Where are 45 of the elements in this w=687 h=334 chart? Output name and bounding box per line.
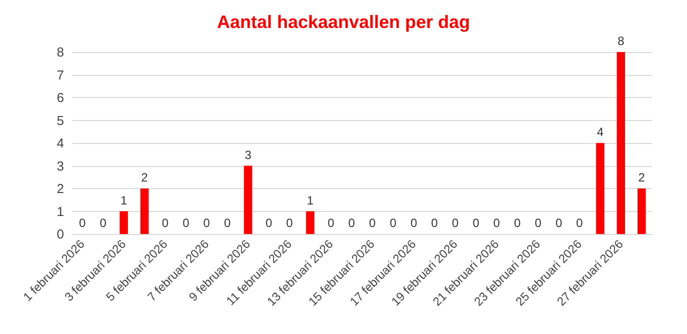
bar xyxy=(596,143,604,234)
bar xyxy=(616,52,626,234)
data-label: 0 xyxy=(452,216,459,230)
data-label: 0 xyxy=(162,216,169,230)
data-label: 0 xyxy=(79,216,86,230)
y-tick-label: 0 xyxy=(56,226,64,242)
y-tick-label: 1 xyxy=(56,204,64,219)
data-label: 0 xyxy=(348,216,356,230)
data-label: 0 xyxy=(265,216,272,230)
bar xyxy=(140,188,149,234)
data-label: 0 xyxy=(534,216,542,230)
y-tick-label: 7 xyxy=(56,67,64,82)
data-label: 0 xyxy=(182,216,190,230)
data-label: 0 xyxy=(286,216,294,230)
data-label: 0 xyxy=(410,216,418,230)
data-label: 0 xyxy=(369,216,376,230)
data-label: 0 xyxy=(203,216,210,230)
y-tick-label: 4 xyxy=(56,136,64,150)
data-label: 0 xyxy=(555,216,562,230)
y-tick-label: 3 xyxy=(56,158,64,174)
y-tick-label: 2 xyxy=(56,181,64,196)
y-tick-label: 5 xyxy=(56,112,64,128)
data-label: 0 xyxy=(224,216,232,230)
data-label: 0 xyxy=(493,216,500,230)
data-label: 0 xyxy=(100,216,107,230)
data-label: 1 xyxy=(306,193,314,208)
data-label: 4 xyxy=(596,125,604,139)
bar xyxy=(244,166,252,234)
bar xyxy=(306,211,314,234)
data-label: 1 xyxy=(120,193,128,208)
data-label: 2 xyxy=(141,170,148,184)
data-label: 2 xyxy=(638,170,646,184)
chart-title: Aantal hackaanvallen per dag xyxy=(216,12,470,32)
data-label: 0 xyxy=(328,216,335,230)
bar xyxy=(638,188,646,234)
data-label: 0 xyxy=(472,216,480,230)
data-label: 8 xyxy=(618,34,625,48)
y-tick-label: 8 xyxy=(56,44,64,60)
data-label: 0 xyxy=(514,216,522,230)
data-label: 3 xyxy=(244,148,252,162)
data-label: 0 xyxy=(576,216,584,230)
y-tick-label: 6 xyxy=(56,90,64,105)
data-label: 0 xyxy=(390,216,397,230)
data-label: 0 xyxy=(431,216,438,230)
bar xyxy=(120,211,128,234)
